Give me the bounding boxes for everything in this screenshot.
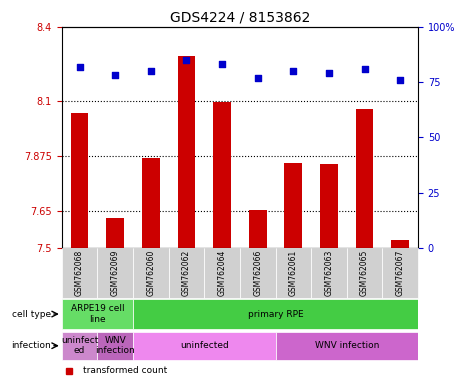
- Bar: [285, 163, 302, 248]
- Bar: [356, 109, 373, 248]
- FancyBboxPatch shape: [169, 248, 204, 298]
- Text: uninfected: uninfected: [180, 341, 228, 350]
- Text: WNV
infection: WNV infection: [95, 336, 135, 356]
- FancyBboxPatch shape: [62, 332, 97, 359]
- FancyBboxPatch shape: [382, 248, 418, 298]
- Point: [325, 70, 332, 76]
- Bar: [71, 113, 88, 248]
- Point: [218, 61, 226, 68]
- FancyBboxPatch shape: [133, 332, 276, 359]
- Text: GSM762066: GSM762066: [253, 250, 262, 296]
- FancyBboxPatch shape: [347, 248, 382, 298]
- Point: [147, 68, 155, 74]
- Text: ARPE19 cell
line: ARPE19 cell line: [71, 305, 124, 324]
- FancyBboxPatch shape: [204, 248, 240, 298]
- Point: [289, 68, 297, 74]
- FancyBboxPatch shape: [311, 248, 347, 298]
- Text: GSM762064: GSM762064: [218, 250, 227, 296]
- Point: [361, 66, 369, 72]
- Point: [76, 64, 84, 70]
- Text: GSM762069: GSM762069: [111, 250, 120, 296]
- Text: primary RPE: primary RPE: [247, 310, 304, 319]
- Point: [396, 77, 404, 83]
- Bar: [213, 102, 231, 248]
- Bar: [178, 56, 195, 248]
- FancyBboxPatch shape: [97, 248, 133, 298]
- FancyBboxPatch shape: [240, 248, 276, 298]
- Text: infection: infection: [11, 341, 51, 350]
- Text: uninfect
ed: uninfect ed: [61, 336, 98, 356]
- Point: [182, 57, 190, 63]
- Bar: [320, 164, 338, 248]
- Text: GSM762060: GSM762060: [146, 250, 155, 296]
- FancyBboxPatch shape: [62, 248, 97, 298]
- Title: GDS4224 / 8153862: GDS4224 / 8153862: [170, 10, 310, 24]
- Point: [254, 74, 261, 81]
- FancyBboxPatch shape: [133, 248, 169, 298]
- Text: GSM762067: GSM762067: [396, 250, 405, 296]
- Bar: [142, 158, 160, 248]
- FancyBboxPatch shape: [276, 332, 418, 359]
- FancyBboxPatch shape: [97, 332, 133, 359]
- Text: GSM762063: GSM762063: [324, 250, 333, 296]
- FancyBboxPatch shape: [62, 300, 133, 329]
- Text: cell type: cell type: [11, 310, 51, 319]
- Bar: [106, 218, 124, 248]
- Bar: [249, 210, 266, 248]
- Bar: [391, 240, 409, 248]
- Text: transformed count: transformed count: [83, 366, 167, 375]
- Text: GSM762062: GSM762062: [182, 250, 191, 296]
- Text: WNV infection: WNV infection: [314, 341, 379, 350]
- Text: GSM762065: GSM762065: [360, 250, 369, 296]
- Point: [111, 73, 119, 79]
- FancyBboxPatch shape: [133, 300, 418, 329]
- Text: GSM762068: GSM762068: [75, 250, 84, 296]
- Text: GSM762061: GSM762061: [289, 250, 298, 296]
- FancyBboxPatch shape: [276, 248, 311, 298]
